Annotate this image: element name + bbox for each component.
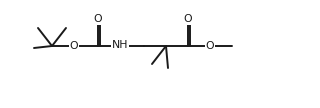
- Text: NH: NH: [112, 40, 128, 50]
- Text: O: O: [70, 41, 78, 51]
- Text: O: O: [94, 14, 102, 24]
- Text: O: O: [206, 41, 214, 51]
- Text: O: O: [184, 14, 192, 24]
